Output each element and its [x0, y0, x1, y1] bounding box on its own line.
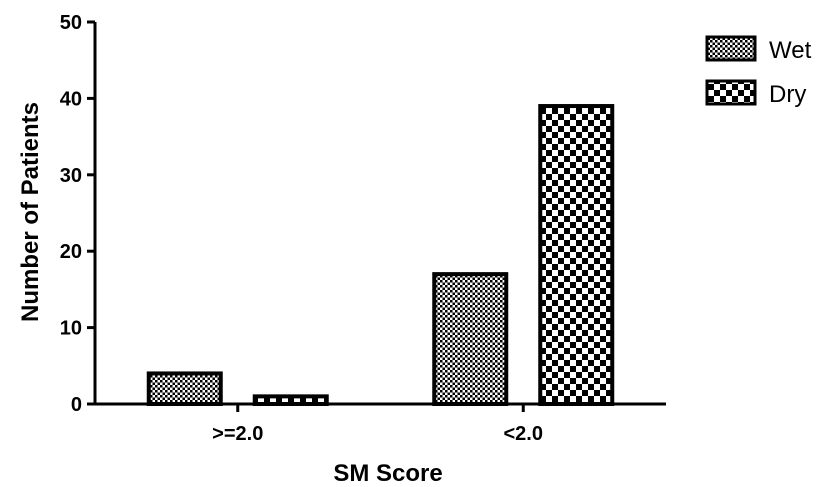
y-tick-label: 40: [60, 88, 82, 110]
bars-group: [146, 104, 615, 407]
y-axis: 0 10 20 30 40 50: [60, 12, 97, 416]
y-tick-label: 30: [60, 165, 82, 187]
x-tick-label: >=2.0: [212, 423, 263, 445]
bar-dry-1: [538, 104, 615, 406]
legend-label-wet: Wet: [769, 37, 812, 64]
y-axis-title: Number of Patients: [17, 102, 44, 322]
x-axis: >=2.0 <2.0: [93, 402, 666, 445]
bar-dry-0: [252, 394, 329, 406]
y-tick-label: 20: [60, 241, 82, 263]
legend: Wet Dry: [705, 35, 812, 108]
y-tick-label: 0: [71, 394, 82, 416]
legend-swatch-dry: [705, 79, 757, 106]
bar-wet-1: [432, 272, 509, 406]
x-axis-title: SM Score: [333, 460, 442, 487]
bar-wet-0: [146, 371, 223, 407]
legend-label-dry: Dry: [769, 81, 806, 108]
legend-swatch-wet: [705, 35, 757, 62]
x-tick-label: <2.0: [504, 423, 543, 445]
y-tick-label: 10: [60, 318, 82, 340]
y-tick-label: 50: [60, 12, 82, 34]
